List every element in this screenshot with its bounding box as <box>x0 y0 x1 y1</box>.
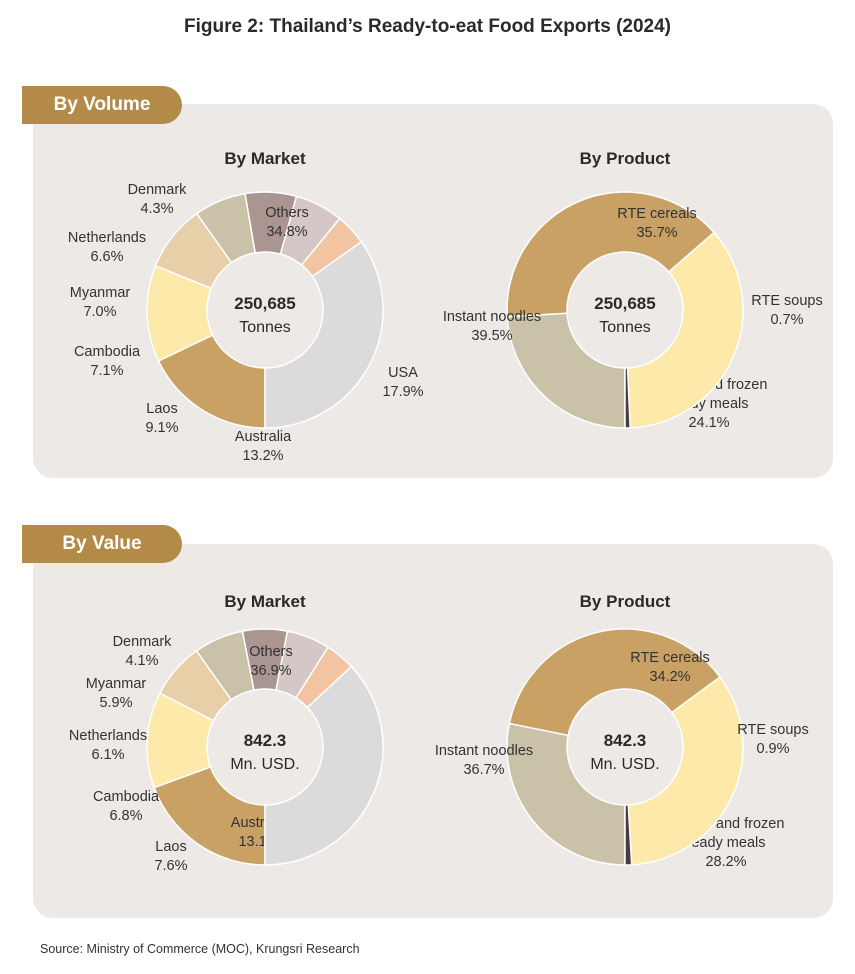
data-label-australia: Australia 13.2% <box>235 429 292 464</box>
chart-title: By Market <box>224 592 306 611</box>
data-label-others: Others 36.9% <box>249 644 293 679</box>
data-label-rte-cereals: RTE cereals 34.2% <box>630 650 710 685</box>
donut-slice-rte-cereals <box>627 675 744 866</box>
donut-slice-others <box>264 665 384 866</box>
center-total-unit: Mn. USD. <box>590 756 659 773</box>
center-total-unit: Tonnes <box>239 319 291 336</box>
data-label-cambodia: Cambodia 7.1% <box>74 344 141 379</box>
donut-slice-instant-noodles <box>506 191 716 318</box>
center-total-value: 250,685 <box>594 294 655 313</box>
data-label-netherlands: Netherlands 6.1% <box>69 728 147 763</box>
data-label-rte-soups: RTE soups 0.9% <box>737 722 808 757</box>
data-label-denmark: Denmark 4.1% <box>113 634 173 669</box>
center-total-unit: Tonnes <box>599 319 651 336</box>
data-label-netherlands: Netherlands 6.6% <box>68 230 146 265</box>
donut-slice-chilled-and-frozen-ready-meals <box>506 312 626 429</box>
data-label-myanmar: Myanmar 5.9% <box>86 676 147 711</box>
section-tab-volume: By Volume <box>22 86 182 124</box>
data-label-rte-cereals: RTE cereals 35.7% <box>617 206 697 241</box>
figure-title: Figure 2: Thailand’s Ready-to-eat Food E… <box>183 16 672 37</box>
data-label-usa: USA 17.9% <box>382 365 423 400</box>
data-label-others: Others 34.8% <box>265 205 309 240</box>
center-total-value: 842.3 <box>244 731 287 750</box>
chart-title: By Market <box>224 149 306 168</box>
data-label-myanmar: Myanmar 7.0% <box>70 285 131 320</box>
data-label-cambodia: Cambodia 6.8% <box>93 789 160 824</box>
donut-slice-others <box>264 240 384 429</box>
donut-slice-instant-noodles <box>508 628 722 737</box>
data-label-instant-noodles: Instant noodles 36.7% <box>435 743 533 778</box>
center-total-unit: Mn. USD. <box>230 756 299 773</box>
section-tab-value: By Value <box>22 525 182 563</box>
data-label-instant-noodles: Instant noodles 39.5% <box>443 309 541 344</box>
source-note: Source: Ministry of Commerce (MOC), Krun… <box>40 942 360 956</box>
data-label-laos: Laos 9.1% <box>145 401 178 436</box>
donut-slice-chilled-and-frozen-ready-meals <box>506 722 626 866</box>
donut-slice-rte-cereals <box>626 231 744 429</box>
data-label-rte-soups: RTE soups 0.7% <box>751 293 822 328</box>
donut-slice-rte-soups <box>624 804 633 866</box>
center-total-value: 250,685 <box>234 294 295 313</box>
donut-slice-rte-soups <box>624 367 631 429</box>
data-label-denmark: Denmark 4.3% <box>128 182 188 217</box>
chart-title: By Product <box>580 592 671 611</box>
center-total-value: 842.3 <box>604 731 647 750</box>
data-label-laos: Laos 7.6% <box>154 839 187 874</box>
chart-title: By Product <box>580 149 671 168</box>
